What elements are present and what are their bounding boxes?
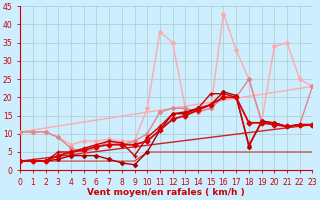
X-axis label: Vent moyen/en rafales ( km/h ): Vent moyen/en rafales ( km/h ) <box>87 188 245 197</box>
